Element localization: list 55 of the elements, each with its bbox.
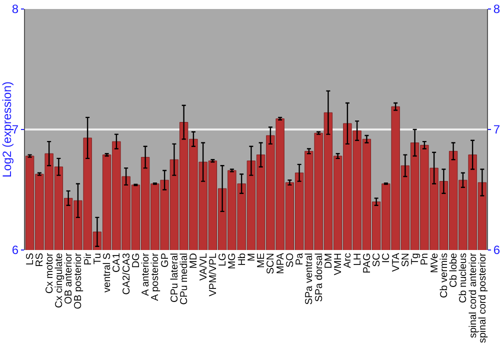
x-tick-label: CA1 (112, 252, 123, 272)
x-tick-label: VA/VL (198, 252, 210, 281)
x-tick-label: M (246, 253, 258, 262)
x-tick-label: DG (130, 252, 142, 268)
x-tick-label: ventral S (102, 252, 114, 292)
x-tick-label: MPA (275, 252, 286, 274)
x-tick-label: PAG (362, 252, 373, 274)
x-tick-label: MD (188, 253, 200, 269)
x-tick-label: Cb lobe (448, 252, 460, 288)
x-tick-label: CA2/CA3 (121, 252, 132, 295)
x-tick-label: Cb vermis (438, 253, 450, 298)
y-axis-title: Log2 (expression) (0, 81, 14, 178)
y2-tick-label: 8 (493, 2, 500, 16)
x-tick-label: IC (381, 253, 392, 263)
x-tick-label: A posterior (150, 252, 162, 301)
x-tick-label: CPu lateral (169, 253, 180, 302)
x-tick-label: LG (218, 252, 229, 266)
x-tick-label: RS (34, 252, 46, 267)
x-tick-label: VTA (390, 252, 402, 272)
x-tick-label: spinal cord posterior (477, 252, 488, 344)
x-tick-label: SN (400, 253, 412, 267)
x-tick-label: Cb nucleus (458, 253, 470, 304)
x-tick-label: MG (227, 252, 238, 270)
x-tick-label: VPM/VPL (208, 252, 219, 296)
x-tick-label: Pn (420, 253, 431, 266)
y2-tick-label: 6 (493, 243, 500, 258)
x-tick-label: LS (25, 252, 36, 266)
x-tick-label: spinal cord anterior (468, 252, 479, 338)
x-tick-label: Tu (92, 253, 104, 264)
x-tick-label: Tg (410, 253, 422, 265)
y-tick-label: 6 (12, 243, 19, 258)
x-tick-label: CPu medial (179, 253, 190, 305)
y-tick-label: 8 (12, 2, 19, 16)
x-tick-label: SO (284, 252, 296, 268)
x-tick-label: Pir (82, 252, 94, 266)
x-tick-label: DM (323, 253, 334, 269)
x-tick-label: OB anterior (64, 252, 75, 304)
x-tick-label: GP (160, 252, 171, 268)
x-tick-label: Pa (294, 252, 306, 266)
x-tick-label: Cx cingulate (54, 252, 65, 308)
x-tick-label: OB posterior (73, 252, 84, 310)
x-tick-label: SPa ventral (304, 253, 316, 305)
x-tick-label: LH (352, 253, 364, 266)
x-tick-label: SCN (266, 253, 277, 274)
x-tick-label: VMH (333, 253, 344, 276)
x-tick-label: SC (372, 253, 383, 267)
x-tick-label: A anterior (140, 252, 152, 296)
y-tick-label: 7 (12, 122, 19, 137)
y2-tick-label: 7 (493, 122, 500, 137)
x-tick-label: ME (256, 252, 268, 268)
x-tick-label: Arc (342, 253, 354, 268)
x-tick-label: MVe (429, 252, 440, 274)
x-tick-label: SPa dorsal (314, 253, 325, 302)
x-tick-label: Cx motor (44, 252, 56, 294)
x-tick-label: Hb (236, 252, 248, 266)
